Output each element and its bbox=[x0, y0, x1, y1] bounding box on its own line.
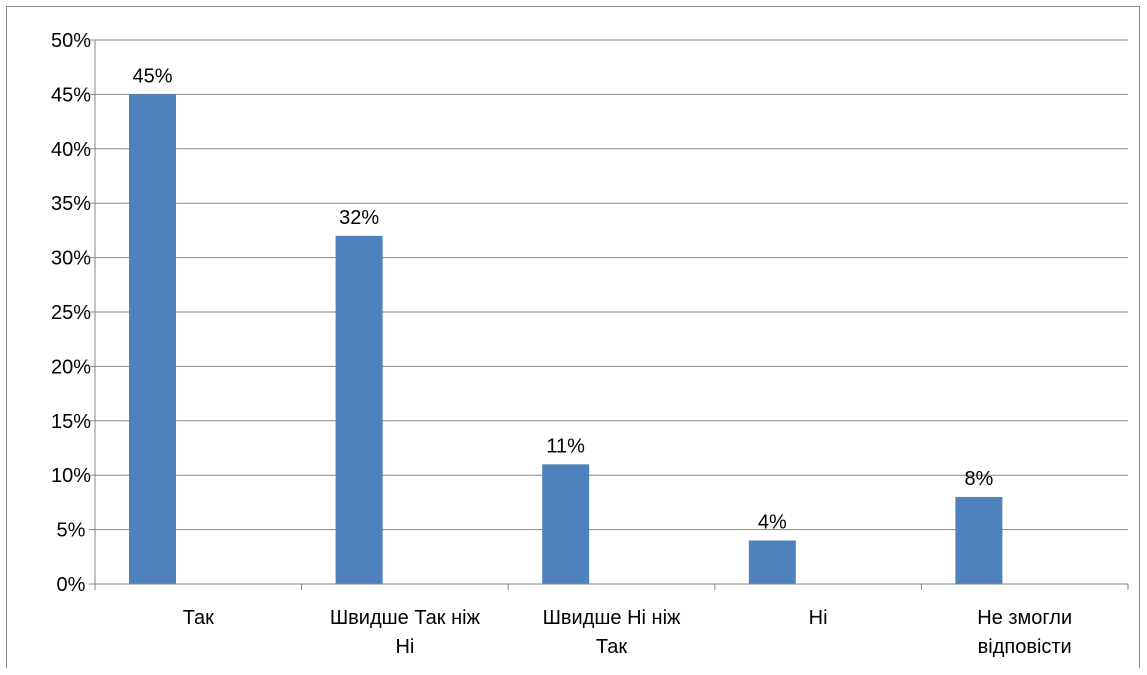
bar bbox=[955, 496, 1003, 584]
y-tick-label: 20% bbox=[51, 356, 91, 378]
y-tick-label: 25% bbox=[51, 302, 91, 324]
bar bbox=[129, 94, 176, 585]
bar bbox=[335, 235, 383, 584]
x-axis-labels: Так Швидше Так ніж Ні Швидше Ні ніж Так Ні Не … bbox=[183, 607, 1072, 658]
x-tick-label: Ні bbox=[395, 636, 414, 658]
y-tick-label: 40% bbox=[51, 139, 91, 161]
y-tick-label: 5% bbox=[57, 520, 86, 542]
y-tick-label: 10% bbox=[51, 465, 91, 487]
data-label: 8% bbox=[964, 468, 993, 490]
axes bbox=[89, 39, 1129, 590]
data-label: 11% bbox=[546, 435, 585, 457]
x-tick-label: Швидше Ні ніж bbox=[543, 607, 681, 629]
data-labels: 45% 32% 11% 4% 8% bbox=[132, 65, 993, 533]
data-label: 4% bbox=[758, 511, 787, 533]
chart-frame bbox=[6, 6, 1140, 668]
bar bbox=[748, 540, 796, 584]
bars bbox=[129, 94, 1003, 585]
y-tick-label: 15% bbox=[51, 411, 91, 433]
x-tick-label: відповісти bbox=[978, 636, 1072, 658]
data-label: 32% bbox=[339, 207, 379, 229]
y-tick-label: 50% bbox=[51, 30, 91, 52]
x-tick-label: Швидше Так ніж bbox=[330, 607, 481, 629]
y-tick-label: 45% bbox=[51, 84, 91, 106]
y-tick-label: 30% bbox=[51, 248, 91, 270]
bar bbox=[542, 464, 590, 584]
x-tick-label: Так bbox=[596, 636, 627, 658]
x-tick-label: Не змогли bbox=[977, 607, 1072, 629]
data-label: 45% bbox=[132, 65, 172, 87]
y-axis-ticks: 0% 5% 10% 15% 20% 25% 30% 35% 40% 45% 50% bbox=[51, 30, 91, 596]
x-tick-label: Так bbox=[183, 607, 214, 629]
x-tick-label: Ні bbox=[809, 607, 828, 629]
y-tick-label: 0% bbox=[57, 574, 86, 596]
y-tick-label: 35% bbox=[51, 193, 91, 215]
gridlines bbox=[95, 39, 1128, 531]
